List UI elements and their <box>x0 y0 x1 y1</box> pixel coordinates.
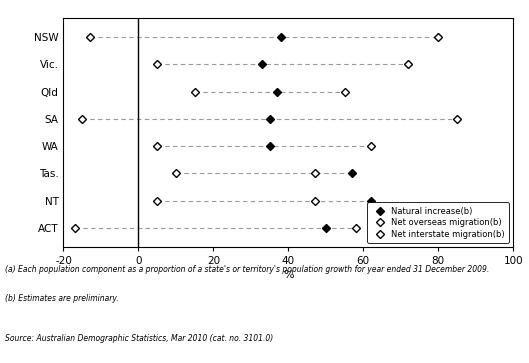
Legend: Natural increase(b), Net overseas migration(b), Net interstate migration(b): Natural increase(b), Net overseas migrat… <box>367 202 509 243</box>
Text: (a) Each population component as a proportion of a state's or territory's popula: (a) Each population component as a propo… <box>5 265 489 274</box>
Text: Source: Australian Demographic Statistics, Mar 2010 (cat. no. 3101.0): Source: Australian Demographic Statistic… <box>5 334 273 343</box>
X-axis label: %: % <box>283 270 294 280</box>
Text: (b) Estimates are preliminary.: (b) Estimates are preliminary. <box>5 294 119 303</box>
